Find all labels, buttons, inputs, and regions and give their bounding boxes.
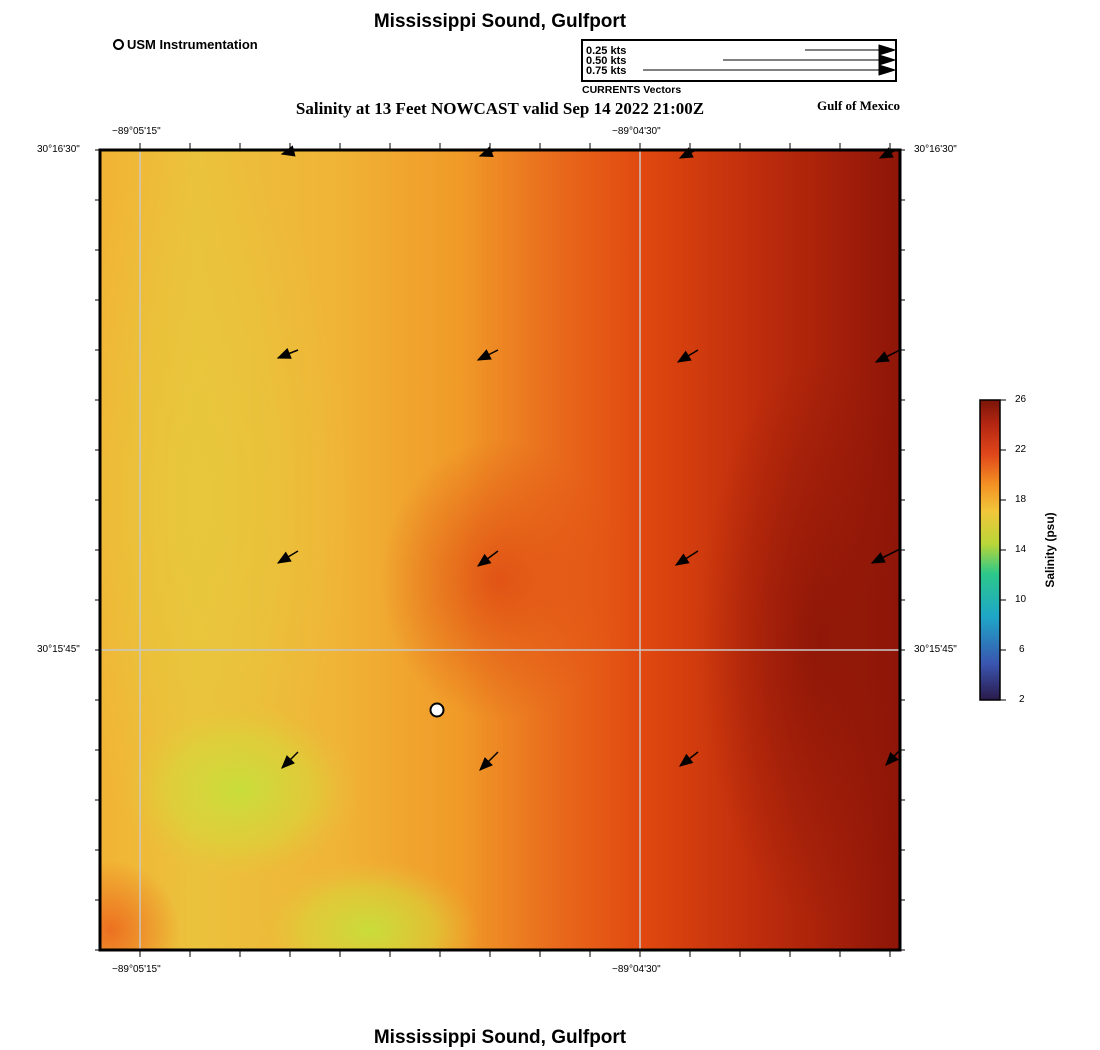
vector-scale-label-2: 0.50 kts — [586, 55, 627, 67]
lon-label-bottom-1: −89°05'15" — [112, 964, 161, 975]
colorbar-title: Salinity (psu) — [1043, 512, 1057, 588]
vector-scale-legend: 0.25 kts 0.50 kts 0.75 kts — [581, 39, 897, 82]
lon-label-top-2: −89°04'30" — [612, 126, 661, 137]
current-vector-arrowhead — [885, 751, 899, 766]
current-vector-arrowhead — [878, 147, 894, 159]
station-marker-icon — [113, 39, 124, 50]
current-vector-arrowhead — [870, 552, 886, 564]
vector-legend-caption: CURRENTS Vectors — [582, 84, 682, 96]
salinity-field — [100, 150, 900, 950]
current-vector-arrowhead — [276, 551, 292, 564]
station-legend: USM Instrumentation — [113, 37, 258, 52]
lat-label-left-1: 30°16'30" — [37, 144, 80, 155]
vector-scale-label-1: 0.25 kts — [586, 45, 627, 57]
current-vector-arrowhead — [281, 755, 295, 769]
lat-label-right-1: 30°16'30" — [914, 144, 957, 155]
map-footer-title: Mississippi Sound, Gulfport — [373, 1027, 627, 1048]
lat-label-left-2: 30°15'45" — [37, 644, 80, 655]
cbar-tick-10: 10 — [1015, 594, 1027, 605]
vector-scale-arrows — [643, 44, 895, 76]
current-vector-arrowhead — [478, 146, 494, 157]
current-vector-arrowhead — [678, 753, 694, 767]
current-vector-arrowhead — [479, 757, 493, 771]
usm-station-marker[interactable] — [429, 702, 445, 718]
current-vector-arrowhead — [276, 348, 292, 359]
cbar-tick-26: 26 — [1015, 394, 1027, 405]
cbar-tick-22: 22 — [1015, 444, 1027, 455]
lon-label-top-1: −89°05'15" — [112, 126, 161, 137]
current-vector-arrowhead — [476, 349, 492, 361]
lat-label-right-2: 30°15'45" — [914, 644, 957, 655]
cbar-tick-2: 2 — [1019, 694, 1025, 705]
frame-ticks — [95, 143, 905, 957]
station-legend-label: USM Instrumentation — [127, 37, 258, 52]
region-label: Gulf of Mexico — [816, 98, 900, 113]
graticule — [100, 150, 900, 950]
colorbar — [979, 399, 1006, 701]
current-vector-arrowhead — [674, 553, 690, 566]
current-vectors — [276, 145, 901, 771]
lon-label-bottom-2: −89°04'30" — [612, 964, 661, 975]
cbar-tick-18: 18 — [1015, 494, 1027, 505]
map-title: Mississippi Sound, Gulfport — [373, 11, 627, 32]
map-subtitle: Salinity at 13 Feet NOWCAST valid Sep 14… — [295, 99, 705, 118]
vector-scale-label-3: 0.75 kts — [586, 65, 627, 77]
current-vector-arrowhead — [678, 147, 694, 159]
current-vector-arrowhead — [476, 553, 492, 567]
cbar-tick-6: 6 — [1019, 644, 1025, 655]
current-vector-arrowhead — [874, 351, 890, 363]
current-vector-arrowhead — [280, 145, 296, 157]
cbar-tick-14: 14 — [1015, 544, 1027, 555]
current-vector-arrowhead — [676, 350, 692, 363]
